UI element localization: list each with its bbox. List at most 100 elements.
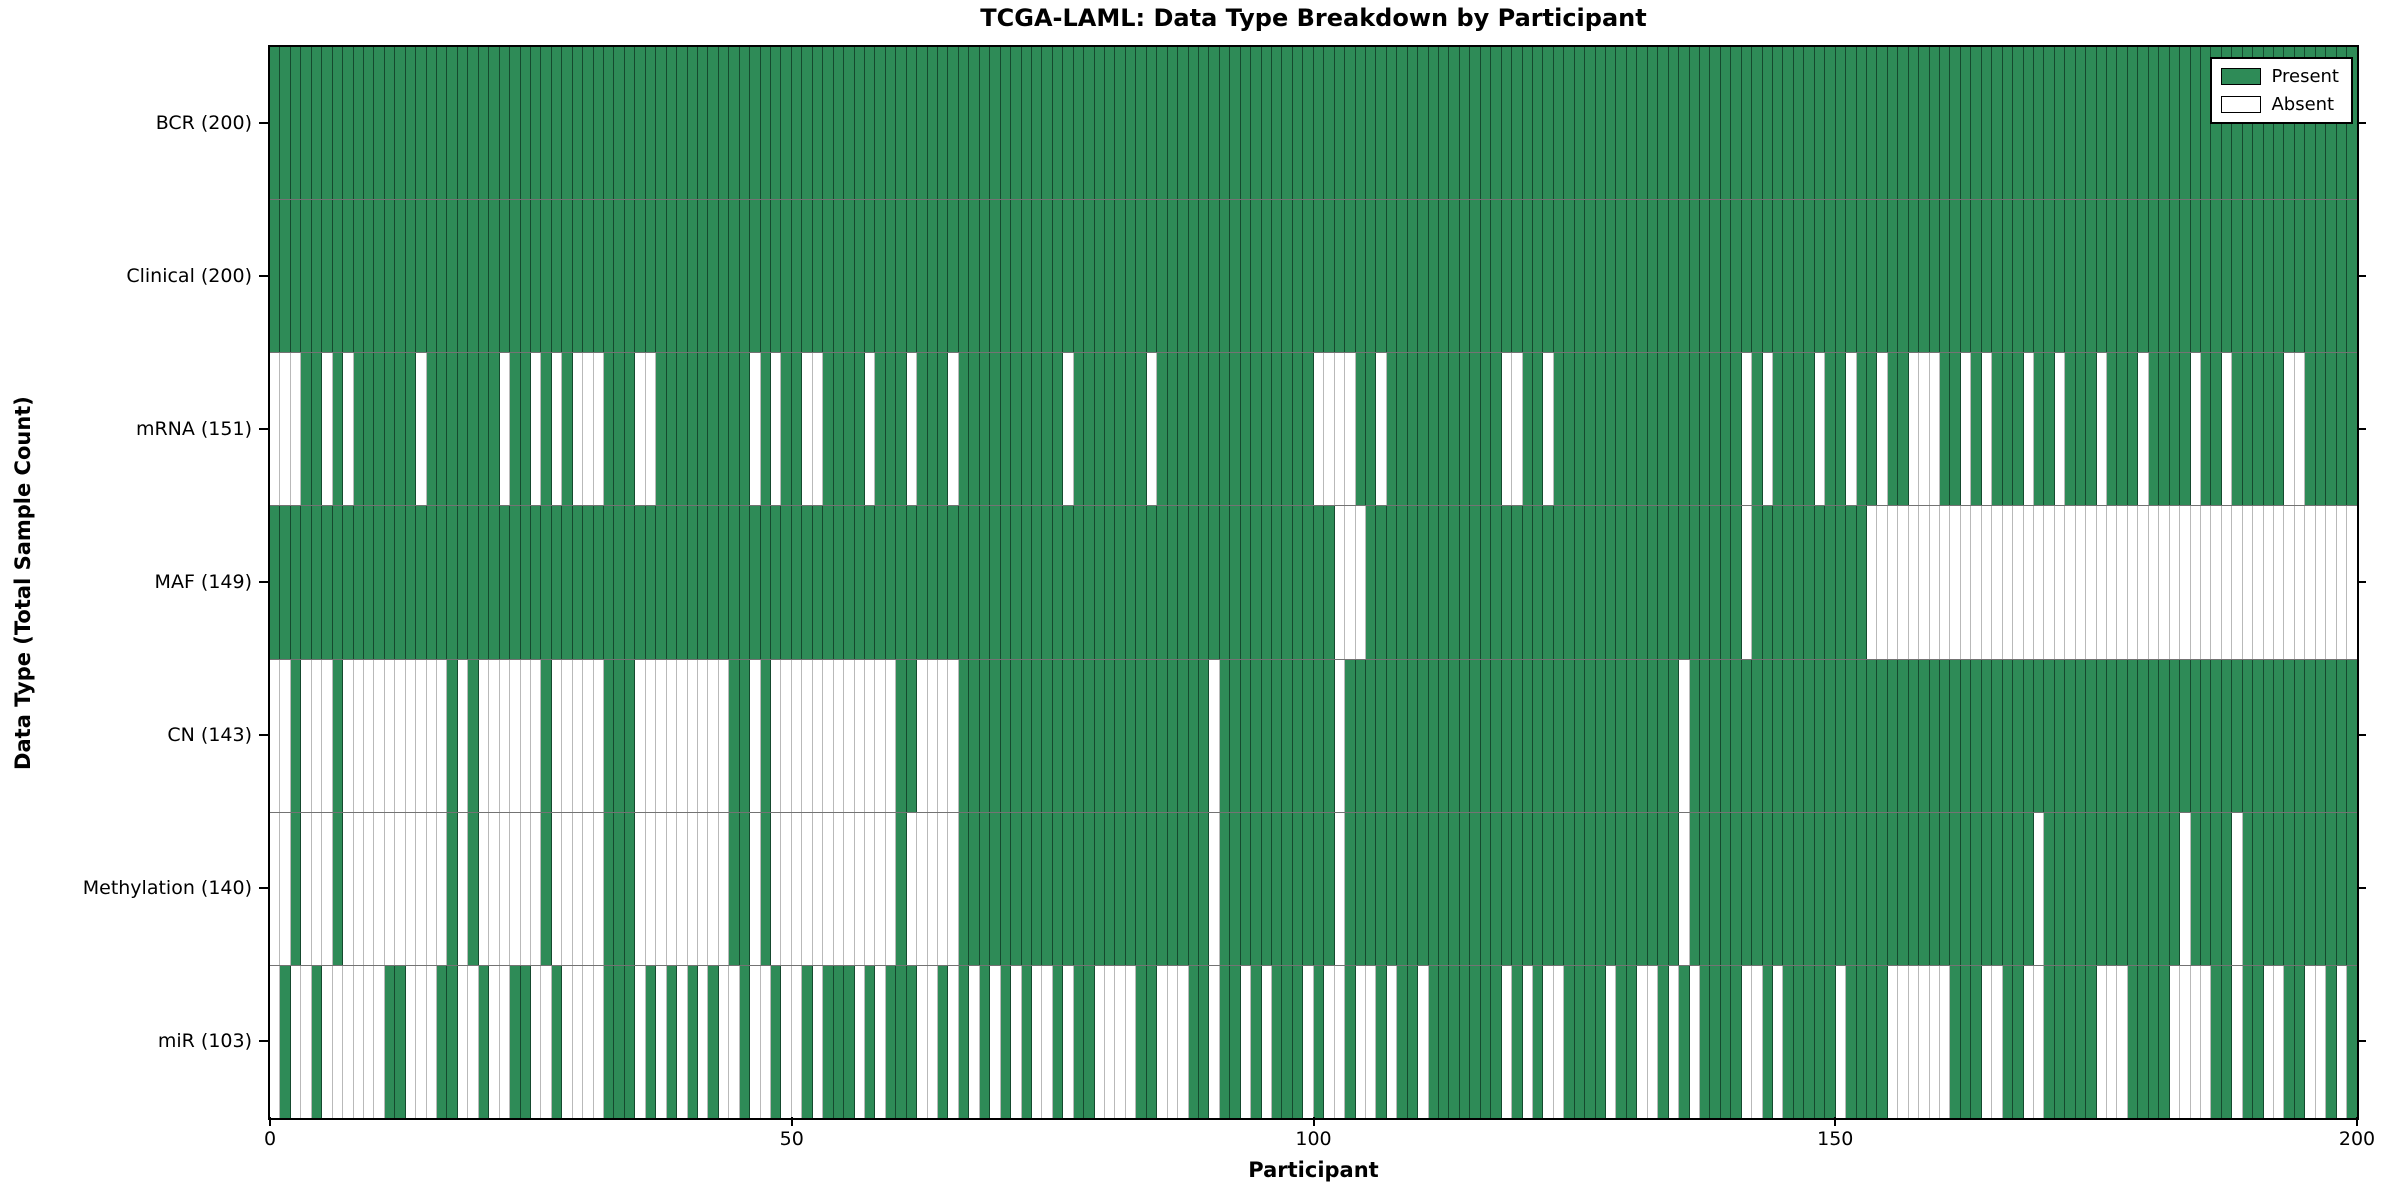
- heatmap-cell: [301, 965, 312, 1118]
- heatmap-cell: [1585, 200, 1596, 353]
- heatmap-cell: [1157, 353, 1168, 506]
- heatmap-cell: [426, 812, 437, 965]
- heatmap-cell: [802, 506, 813, 659]
- heatmap-cell: [2263, 506, 2274, 659]
- heatmap-cell: [1125, 965, 1137, 1118]
- heatmap-cell: [2044, 812, 2055, 965]
- heatmap-cell: [645, 659, 657, 812]
- heatmap-cell: [1292, 200, 1304, 353]
- heatmap-cell: [1470, 659, 1481, 812]
- heatmap-cell: [1543, 353, 1554, 506]
- heatmap-cell: [2169, 659, 2181, 812]
- heatmap-cell: [833, 965, 845, 1118]
- heatmap-cell: [1762, 47, 1773, 200]
- heatmap-cell: [2065, 200, 2076, 353]
- heatmap-cell: [1720, 47, 1732, 200]
- heatmap-cell: [760, 659, 771, 812]
- heatmap-cell: [2023, 965, 2034, 1118]
- heatmap-cell: [1898, 812, 1909, 965]
- heatmap-cell: [457, 47, 469, 200]
- heatmap-cell: [1835, 353, 1847, 506]
- heatmap-cell: [1324, 47, 1335, 200]
- heatmap-cell: [1000, 812, 1012, 965]
- heatmap-cell: [437, 47, 448, 200]
- heatmap-cell: [1574, 812, 1586, 965]
- heatmap-cell: [1658, 200, 1669, 353]
- heatmap-cell: [510, 200, 521, 353]
- heatmap-cell: [1084, 200, 1095, 353]
- heatmap-cell: [771, 47, 782, 200]
- heatmap-cell: [1689, 506, 1700, 659]
- heatmap-cell: [1418, 812, 1429, 965]
- heatmap-cell: [489, 965, 500, 1118]
- heatmap-cell: [750, 506, 761, 659]
- heatmap-cell: [1606, 200, 1617, 353]
- heatmap-cell: [2159, 47, 2170, 200]
- heatmap-cell: [1459, 812, 1471, 965]
- heatmap-cell: [802, 200, 813, 353]
- heatmap-cell: [572, 506, 584, 659]
- heatmap-cell: [1449, 965, 1460, 1118]
- heatmap-cell: [1512, 47, 1523, 200]
- heatmap-cell: [854, 47, 865, 200]
- heatmap-cell: [2159, 506, 2170, 659]
- heatmap-cell: [2096, 47, 2107, 200]
- heatmap-cell: [1626, 200, 1638, 353]
- heatmap-cell: [1251, 506, 1262, 659]
- heatmap-cell: [1501, 353, 1513, 506]
- heatmap-cell: [791, 812, 803, 965]
- heatmap-cell: [1992, 965, 2003, 1118]
- heatmap-cell: [718, 200, 730, 353]
- heatmap-cell: [1971, 47, 1982, 200]
- heatmap-cell: [1459, 965, 1471, 1118]
- heatmap-cell: [1647, 200, 1659, 353]
- heatmap-cell: [1345, 506, 1356, 659]
- heatmap-cell: [1000, 965, 1012, 1118]
- legend-label-present: Present: [2271, 66, 2339, 87]
- heatmap-cell: [447, 965, 458, 1118]
- heatmap-cell: [1752, 659, 1763, 812]
- heatmap-cell: [823, 659, 834, 812]
- heatmap-cell: [1303, 200, 1314, 353]
- heatmap-cell: [1919, 965, 1930, 1118]
- heatmap-cell: [572, 812, 584, 965]
- heatmap-row-mir: [270, 965, 2357, 1118]
- heatmap-cell: [1261, 200, 1272, 353]
- heatmap-cell: [854, 353, 865, 506]
- heatmap-cell: [374, 965, 385, 1118]
- heatmap-cell: [1564, 506, 1575, 659]
- heatmap-cell: [781, 353, 792, 506]
- heatmap-cell: [2065, 659, 2076, 812]
- heatmap-cell: [781, 812, 792, 965]
- heatmap-cell: [2159, 200, 2170, 353]
- heatmap-cell: [656, 965, 667, 1118]
- heatmap-cell: [1532, 965, 1544, 1118]
- heatmap-cell: [1042, 353, 1053, 506]
- heatmap-cell: [802, 659, 813, 812]
- heatmap-cell: [2336, 659, 2348, 812]
- heatmap-cell: [1720, 812, 1732, 965]
- heatmap-cell: [1334, 47, 1346, 200]
- heatmap-cell: [2242, 812, 2254, 965]
- heatmap-cell: [562, 353, 573, 506]
- heatmap-cell: [2190, 506, 2201, 659]
- heatmap-cell: [990, 659, 1001, 812]
- heatmap-cell: [1762, 506, 1773, 659]
- heatmap-cell: [2138, 200, 2149, 353]
- heatmap-cell: [2211, 965, 2222, 1118]
- heatmap-cell: [2326, 200, 2337, 353]
- heatmap-cell: [927, 200, 938, 353]
- x-tick-mark: [1312, 1117, 1315, 1126]
- heatmap-cell: [2033, 659, 2045, 812]
- heatmap-cell: [1501, 506, 1513, 659]
- y-tick-label: miR (103): [157, 1029, 252, 1052]
- heatmap-cell: [1324, 200, 1335, 353]
- heatmap-cell: [2274, 353, 2285, 506]
- heatmap-cell: [1042, 812, 1053, 965]
- heatmap-cell: [1699, 47, 1711, 200]
- heatmap-cell: [2013, 200, 2024, 353]
- heatmap-cell: [478, 353, 490, 506]
- heatmap-cell: [1877, 353, 1888, 506]
- heatmap-cell: [1679, 47, 1690, 200]
